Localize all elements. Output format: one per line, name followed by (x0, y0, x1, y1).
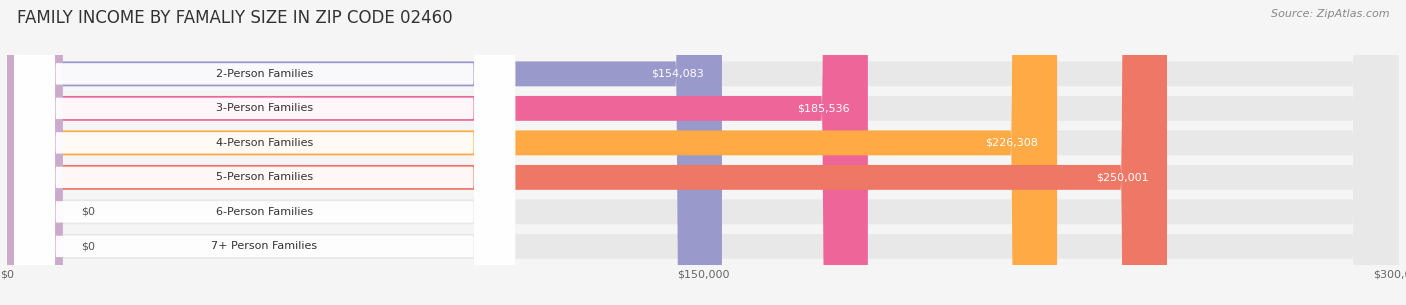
Text: $0: $0 (82, 207, 96, 217)
Text: $154,083: $154,083 (651, 69, 703, 79)
FancyBboxPatch shape (7, 0, 1399, 305)
FancyBboxPatch shape (14, 0, 515, 305)
FancyBboxPatch shape (14, 0, 515, 305)
FancyBboxPatch shape (14, 0, 515, 305)
Text: $0: $0 (82, 241, 96, 251)
FancyBboxPatch shape (7, 0, 1399, 305)
Text: 4-Person Families: 4-Person Families (217, 138, 314, 148)
FancyBboxPatch shape (7, 0, 1399, 305)
Text: 7+ Person Families: 7+ Person Families (211, 241, 318, 251)
Text: FAMILY INCOME BY FAMALIY SIZE IN ZIP CODE 02460: FAMILY INCOME BY FAMALIY SIZE IN ZIP COD… (17, 9, 453, 27)
FancyBboxPatch shape (7, 0, 868, 305)
Text: $185,536: $185,536 (797, 103, 849, 113)
FancyBboxPatch shape (7, 0, 63, 305)
Text: 3-Person Families: 3-Person Families (217, 103, 314, 113)
FancyBboxPatch shape (7, 0, 721, 305)
Text: 6-Person Families: 6-Person Families (217, 207, 314, 217)
Text: 2-Person Families: 2-Person Families (217, 69, 314, 79)
FancyBboxPatch shape (7, 0, 1399, 305)
Text: Source: ZipAtlas.com: Source: ZipAtlas.com (1271, 9, 1389, 19)
Text: $250,001: $250,001 (1095, 172, 1149, 182)
Text: $226,308: $226,308 (986, 138, 1039, 148)
FancyBboxPatch shape (7, 0, 1057, 305)
FancyBboxPatch shape (7, 0, 63, 305)
FancyBboxPatch shape (14, 0, 515, 305)
FancyBboxPatch shape (7, 0, 1399, 305)
FancyBboxPatch shape (14, 0, 515, 305)
FancyBboxPatch shape (7, 0, 1167, 305)
FancyBboxPatch shape (14, 0, 515, 305)
Text: 5-Person Families: 5-Person Families (217, 172, 314, 182)
FancyBboxPatch shape (7, 0, 1399, 305)
